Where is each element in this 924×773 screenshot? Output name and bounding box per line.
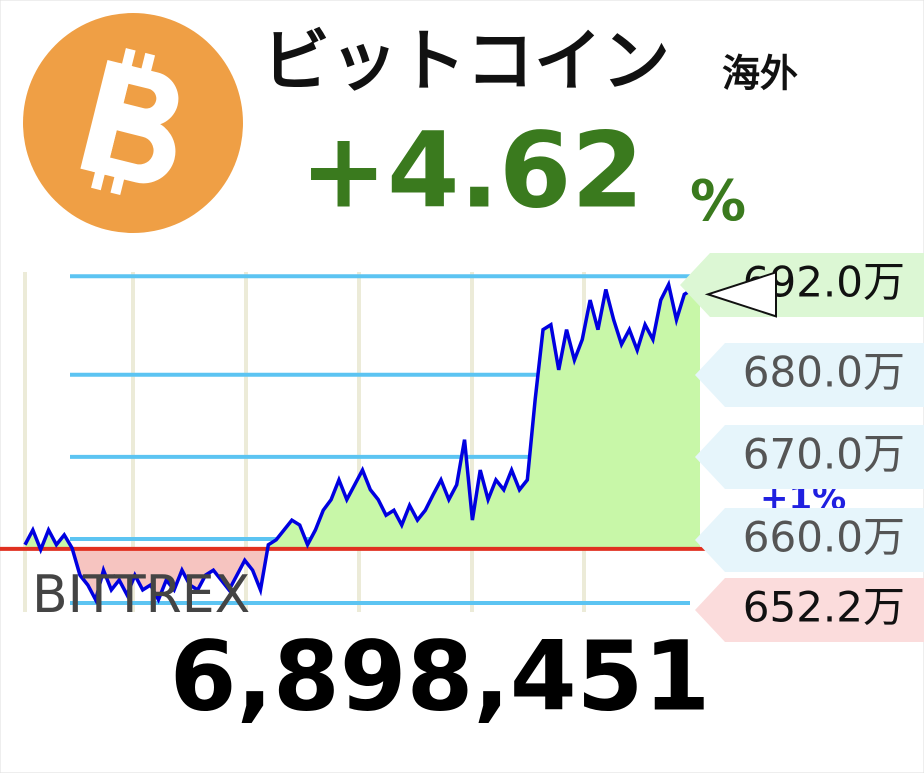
subtitle: 海外: [722, 52, 798, 96]
current-marker: [704, 270, 777, 318]
change: +4.62: [300, 109, 644, 231]
y-tick-label: 652.2万: [743, 583, 905, 632]
price: 6,898,451: [170, 620, 711, 732]
y-tick-label: 660.0万: [743, 513, 905, 562]
y-tick-label: 680.0万: [743, 348, 905, 397]
source: BITTREX: [32, 565, 250, 625]
y-tick-label: 670.0万: [743, 430, 905, 479]
bitcoin-logo: [23, 13, 243, 233]
price-line: [23, 279, 701, 605]
price-tag: [695, 343, 924, 407]
price-tag: [695, 578, 924, 642]
change-unit: %: [690, 169, 746, 234]
price-tag: [695, 508, 924, 572]
area-up: [25, 284, 700, 549]
title: ビットコイン: [262, 23, 670, 102]
price-tag: [695, 425, 924, 489]
